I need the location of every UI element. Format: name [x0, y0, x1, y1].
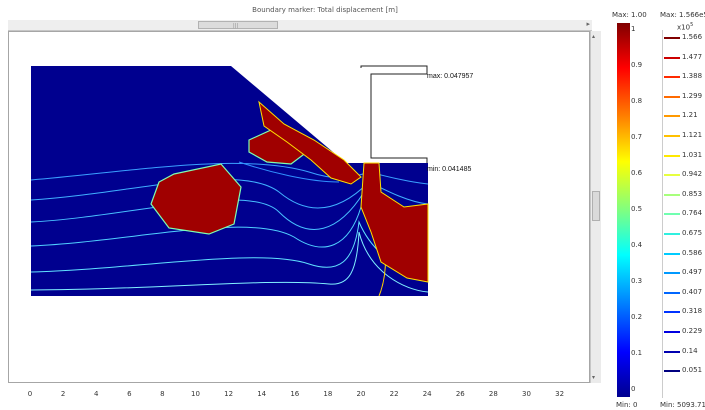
contour-exponent: x105	[677, 22, 694, 32]
contour-legend-line	[664, 76, 680, 79]
contour-legend-line	[664, 95, 680, 98]
scroll-right-arrow-icon[interactable]: ▸	[586, 20, 590, 28]
surface-colorbar-tick: 0.6	[631, 169, 643, 177]
contour-legend-line	[664, 37, 680, 39]
contour-legend-line	[664, 174, 680, 177]
contour-legend-line	[664, 233, 680, 235]
contour-legend-line	[664, 56, 680, 59]
contour-legend-label: 0.14	[682, 346, 698, 355]
scroll-up-arrow-icon[interactable]: ▴	[592, 33, 596, 40]
x-axis-tick: 0	[27, 390, 33, 398]
surface-colorbar-tick: 0.5	[631, 205, 643, 213]
x-axis-tick: 28	[488, 390, 498, 398]
contour-legend-label: 0.051	[682, 366, 703, 375]
contour-min-label: Min: 5093.719	[660, 401, 705, 409]
contour-legend-label: 1.299	[682, 91, 703, 100]
contour-legend-label: 0.942	[682, 170, 703, 179]
x-axis: 0 2 4 6 8 10 12 14 16 18 20 22 24 26 28 30 32	[8, 384, 592, 410]
plastic-zone-toe	[360, 162, 429, 283]
max-annotation-bracket	[360, 65, 428, 163]
contour-legend-line	[664, 213, 680, 216]
contour-legend-line	[664, 272, 680, 275]
contour-legend-line	[664, 291, 680, 294]
contour-legend-label: 0.853	[682, 189, 703, 198]
contour-legend-line	[664, 331, 680, 333]
surface-colorbar-tick: 0.9	[631, 61, 643, 69]
x-axis-tick: 10	[191, 390, 200, 398]
x-axis-tick: 24	[422, 390, 432, 398]
contour-legend-label: 0.229	[682, 327, 703, 335]
x-axis-tick: 12	[224, 390, 234, 398]
contour-legend-label: 1.21	[682, 111, 698, 120]
horizontal-scroll-thumb[interactable]: |||	[198, 21, 278, 29]
contour-legend-line	[664, 311, 680, 314]
x-axis-tick: 20	[356, 390, 366, 398]
x-axis-tick: 22	[389, 390, 399, 398]
min-annotation: min: 0.041485	[427, 166, 471, 173]
surface-colorbar-tick: 0.2	[631, 313, 643, 321]
contour-line	[31, 178, 428, 209]
x-axis-tick: 26	[455, 390, 465, 398]
contour-legend-label: 0.586	[682, 248, 703, 257]
surface-colorbar-tick: 0.1	[631, 349, 643, 357]
surface-colorbar-tick: 0.4	[631, 241, 643, 249]
contour-legend-label: 0.318	[682, 307, 703, 316]
contour-legend-label: 0.407	[682, 287, 703, 296]
contour-legend-line	[664, 370, 680, 373]
contour-legend-label: 0.764	[682, 209, 703, 218]
surface-colorbar-tick: 1	[631, 25, 636, 33]
contour-max-label: Max: 1.566e5	[660, 11, 705, 19]
contour-legend-label: 1.477	[682, 52, 703, 61]
contour-legend-line	[664, 115, 680, 118]
x-axis-tick: 8	[160, 390, 165, 398]
horizontal-scrollbar[interactable]: ||| ▸	[8, 20, 592, 31]
x-axis-tick: 30	[522, 390, 531, 398]
plot-title: Boundary marker: Total displacement [m]	[252, 6, 398, 14]
max-annotation: max: 0.047957	[427, 73, 473, 80]
surface-colorbar-tick: 0.7	[631, 133, 643, 141]
surface-max-label: Max: 1.00	[612, 11, 647, 19]
contour-legend-frame	[662, 30, 663, 398]
scroll-down-arrow-icon[interactable]: ▾	[592, 374, 596, 381]
surface-min-label: Min: 0	[616, 401, 638, 409]
x-axis-tick: 16	[290, 390, 300, 398]
contour-legend-line	[664, 154, 680, 157]
contour-line	[238, 161, 340, 183]
surface-colorbar-tick: 0	[631, 385, 636, 393]
vertical-scrollbar[interactable]: ▴ ▾	[590, 31, 601, 383]
x-axis-tick: 32	[555, 390, 565, 398]
x-axis-tick: 4	[93, 390, 99, 398]
contour-legend-label: 1.031	[682, 150, 703, 159]
contour-line	[31, 231, 428, 293]
plastic-zone-left	[150, 163, 242, 235]
contour-legend-label: 0.497	[682, 268, 703, 277]
vertical-scroll-thumb[interactable]	[592, 191, 600, 221]
contour-legend-line	[664, 193, 680, 196]
plot-svg: max: 0.047957 min: 0.041485	[31, 65, 473, 296]
plot-canvas[interactable]: max: 0.047957 min: 0.041485	[8, 31, 590, 383]
contour-legend-label: 1.121	[682, 131, 703, 139]
surface-colorbar	[617, 23, 630, 397]
contour-legend-line	[664, 252, 680, 255]
grip-icon: |||	[233, 23, 239, 29]
contour-legend-label: 1.388	[682, 72, 703, 81]
contour-legend-label: 0.675	[682, 229, 703, 237]
x-axis-tick: 14	[257, 390, 267, 398]
x-axis-tick: 6	[127, 390, 132, 398]
contour-legend-line	[664, 350, 680, 353]
contour-line	[31, 162, 428, 185]
plastic-zone-slope	[258, 100, 362, 185]
contour-legend-line	[664, 135, 680, 137]
x-axis-tick: 2	[60, 390, 66, 398]
contour-legend-label: 1.566	[682, 33, 703, 41]
surface-colorbar-tick: 0.3	[631, 277, 643, 285]
surface-colorbar-tick: 0.8	[631, 97, 643, 105]
x-axis-tick: 18	[323, 390, 333, 398]
